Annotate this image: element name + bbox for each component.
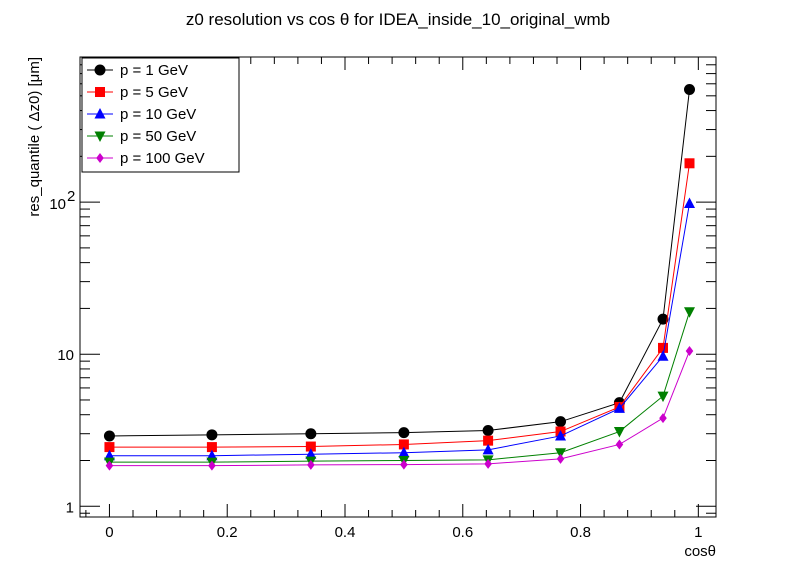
- legend-marker: [95, 87, 105, 97]
- data-point: [658, 342, 668, 353]
- data-point: [556, 453, 565, 464]
- chart-title: z0 resolution vs cos θ for IDEA_inside_1…: [186, 10, 610, 29]
- data-point: [613, 427, 625, 438]
- data-point: [657, 350, 669, 361]
- data-point: [482, 443, 494, 455]
- data-point: [685, 345, 694, 356]
- data-point: [103, 449, 115, 461]
- x-tick-label: 0.4: [335, 524, 356, 541]
- data-point: [483, 435, 494, 446]
- data-point: [305, 428, 317, 440]
- data-point: [398, 427, 410, 439]
- data-point: [307, 459, 315, 470]
- data-point: [684, 307, 695, 318]
- data-point: [555, 448, 567, 459]
- y-tick-label: 10: [49, 196, 66, 213]
- data-point: [482, 424, 494, 436]
- data-point: [659, 413, 667, 424]
- data-point: [208, 460, 216, 471]
- data-point: [103, 430, 115, 442]
- legend-label: p = 1 GeV: [120, 62, 188, 79]
- data-point: [684, 158, 695, 169]
- x-tick-label: 1: [694, 524, 702, 541]
- legend-marker: [96, 153, 104, 163]
- legend-marker: [94, 131, 106, 142]
- series-line: [109, 203, 690, 457]
- legend-marker: [94, 108, 106, 119]
- data-point: [206, 449, 218, 461]
- data-point: [615, 439, 624, 450]
- x-axis-label: cosθ: [684, 543, 716, 560]
- legend: p = 1 GeV p = 5 GeV p = 10 GeV p = 50 GeV p …: [81, 57, 240, 173]
- data-point: [398, 446, 410, 458]
- data-point: [684, 197, 695, 208]
- data-point: [613, 402, 625, 413]
- data-point: [206, 429, 218, 441]
- data-point: [305, 441, 316, 452]
- series-line: [109, 163, 690, 448]
- data-point: [105, 460, 114, 471]
- legend-label: p = 10 GeV: [120, 106, 196, 123]
- data-point: [400, 459, 408, 470]
- data-point: [206, 442, 217, 453]
- data-point: [657, 391, 669, 403]
- data-point: [555, 429, 567, 441]
- legend-box: [81, 57, 240, 173]
- data-point: [398, 439, 409, 450]
- y-tick-label: 10: [57, 347, 74, 364]
- legend-label: p = 50 GeV: [120, 128, 196, 145]
- y-tick-label: 1: [66, 499, 74, 516]
- data-point: [104, 442, 115, 453]
- x-tick-label: 0: [105, 524, 113, 541]
- data-point: [484, 458, 492, 469]
- data-point: [657, 313, 669, 325]
- x-tick-label: 0.6: [452, 524, 473, 541]
- legend-label: p = 5 GeV: [120, 84, 188, 101]
- legend-label: p = 100 GeV: [120, 150, 205, 167]
- legend-marker: [94, 64, 106, 76]
- plot-frame: [79, 56, 717, 518]
- data-point: [684, 84, 695, 96]
- series-layer: [103, 84, 695, 471]
- y-tick-label-exponent: 2: [67, 188, 75, 205]
- y-axis-label: res_quantile ( Δz0) [μm]: [26, 57, 43, 217]
- x-axis: 0 0.2 0.4 0.6 0.8 1: [85, 57, 703, 541]
- x-tick-label: 0.2: [217, 524, 238, 541]
- data-point: [305, 448, 317, 459]
- data-point: [555, 416, 567, 428]
- x-tick-label: 0.8: [570, 524, 591, 541]
